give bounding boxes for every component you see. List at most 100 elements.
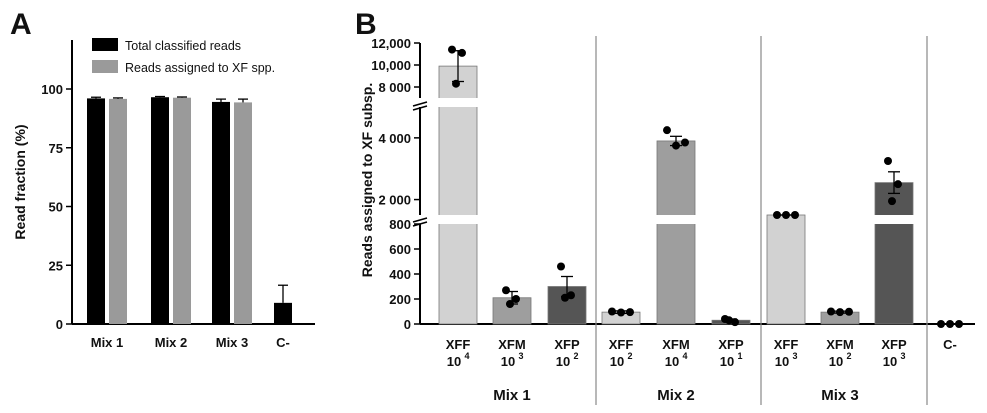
panel-a-chart: 0 25 50 75 100 Read fraction (%) Mix 1 Mix 2 Mix… — [12, 38, 315, 350]
x-category-exponent: 3 — [518, 351, 523, 361]
x-category-label: XFM — [498, 337, 525, 352]
legend-label: Total classified reads — [125, 39, 241, 53]
bar-axis-break-gap — [874, 215, 914, 224]
bar — [492, 297, 532, 325]
data-point — [663, 126, 671, 135]
x-category-base: 10 — [501, 354, 515, 369]
x-category-base: 10 — [665, 354, 679, 369]
bar — [274, 302, 292, 324]
legend-swatch — [92, 38, 118, 51]
y-tick-label: 0 — [404, 317, 411, 332]
x-category-label: XFM — [826, 337, 853, 352]
data-point — [561, 293, 569, 302]
bar — [173, 97, 191, 324]
data-point — [725, 316, 733, 325]
y-tick-label: 12,000 — [371, 36, 411, 51]
data-point — [681, 138, 689, 147]
bar-axis-break-gap — [438, 98, 478, 107]
bar — [656, 140, 696, 325]
data-point — [626, 308, 634, 317]
y-axis-title: Read fraction (%) — [12, 124, 28, 239]
data-point — [452, 79, 460, 88]
y-tick-label: 2 000 — [378, 193, 411, 208]
data-point — [731, 318, 739, 327]
y-tick-label: 400 — [389, 267, 411, 282]
y-tick-label: 200 — [389, 292, 411, 307]
x-category-label: Mix 3 — [216, 335, 249, 350]
x-category-label: XFF — [774, 337, 799, 352]
data-point — [894, 180, 902, 189]
data-point — [567, 291, 575, 300]
y-tick-label: 0 — [56, 317, 63, 332]
x-category-label: XFF — [446, 337, 471, 352]
data-point — [557, 262, 565, 271]
x-category-label: C- — [276, 335, 290, 350]
data-point — [608, 307, 616, 316]
x-category-label: XFM — [662, 337, 689, 352]
y-tick-label: 10,000 — [371, 58, 411, 73]
bar — [874, 182, 914, 325]
x-category-exponent: 2 — [573, 351, 578, 361]
legend-swatch — [92, 60, 118, 73]
x-category-label: C- — [943, 337, 957, 352]
x-category-exponent: 1 — [737, 351, 742, 361]
data-point — [617, 308, 625, 317]
x-category-label: XFP — [554, 337, 580, 352]
data-point — [448, 45, 456, 54]
y-tick-label: 75 — [49, 141, 63, 156]
axis-break-mark — [412, 221, 428, 227]
bar-axis-break-gap — [656, 215, 696, 224]
x-category-label: Mix 2 — [155, 335, 188, 350]
panel-a-letter: A — [10, 8, 32, 41]
data-point — [937, 320, 945, 328]
y-tick-label: 4 000 — [378, 131, 411, 146]
x-category-base: 10 — [720, 354, 734, 369]
bar — [151, 97, 169, 324]
x-category-base: 10 — [883, 354, 897, 369]
data-point — [782, 211, 790, 219]
data-point — [955, 320, 963, 328]
data-point — [827, 307, 835, 316]
bar — [438, 65, 478, 325]
x-category-exponent: 3 — [792, 351, 797, 361]
x-category-exponent: 4 — [682, 351, 687, 361]
bar — [234, 102, 252, 325]
x-category-base: 10 — [829, 354, 843, 369]
bar — [766, 214, 806, 325]
y-tick-label: 25 — [49, 258, 63, 273]
data-point — [773, 211, 781, 219]
bar — [212, 101, 230, 324]
y-axis-title: Reads assigned to XF subsp. — [359, 83, 375, 278]
x-category-label: XFP — [881, 337, 907, 352]
axis-break-mark — [412, 101, 428, 107]
y-tick-label: 600 — [389, 242, 411, 257]
panel-b-chart: 0 200 400 600 800 2 000 4 000 8 000 10,000 12,000… — [359, 36, 975, 405]
data-point — [845, 307, 853, 316]
data-point — [888, 197, 896, 206]
x-category-exponent: 2 — [627, 351, 632, 361]
panel-b-letter: B — [355, 8, 377, 41]
x-category-base: 10 — [447, 354, 461, 369]
data-point — [791, 211, 799, 219]
x-category-base: 10 — [610, 354, 624, 369]
group-label: Mix 2 — [657, 387, 695, 404]
x-category-base: 10 — [775, 354, 789, 369]
y-tick-label: 800 — [389, 217, 411, 232]
y-tick-label: 8 000 — [378, 80, 411, 95]
data-point — [458, 48, 466, 57]
bar-axis-break-gap — [438, 215, 478, 224]
legend-label: Reads assigned to XF spp. — [125, 61, 275, 75]
group-label: Mix 3 — [821, 387, 859, 404]
axis-break-mark — [412, 217, 428, 223]
data-point — [502, 286, 510, 295]
y-tick-label: 100 — [41, 82, 63, 97]
bar — [109, 98, 127, 325]
x-category-label: XFF — [609, 337, 634, 352]
axis-break-mark — [412, 105, 428, 111]
x-category-exponent: 3 — [900, 351, 905, 361]
data-point — [946, 320, 954, 328]
x-category-label: Mix 1 — [91, 335, 124, 350]
group-label: Mix 1 — [493, 387, 531, 404]
data-point — [506, 300, 514, 308]
